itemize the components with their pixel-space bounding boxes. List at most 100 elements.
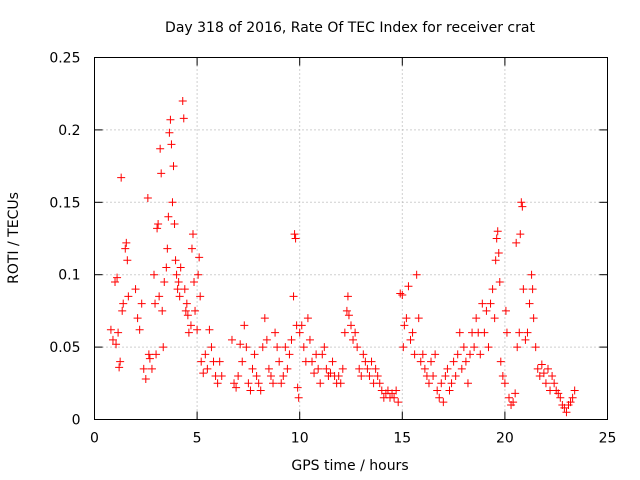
data-point	[256, 386, 265, 395]
x-tick-label: 15	[393, 431, 411, 447]
data-point	[394, 398, 403, 407]
data-point	[275, 357, 284, 366]
y-tick-label: 0.1	[58, 268, 80, 284]
data-point	[455, 328, 464, 337]
data-point	[244, 379, 253, 388]
x-axis-label: GPS time / hours	[291, 458, 408, 474]
data-point	[213, 379, 222, 388]
data-point	[439, 398, 448, 407]
data-point	[289, 292, 298, 301]
data-point	[461, 357, 470, 366]
data-point	[252, 372, 261, 381]
data-point	[548, 372, 557, 381]
data-point	[199, 369, 208, 378]
data-point	[470, 343, 479, 352]
data-point	[141, 374, 150, 383]
data-point	[390, 393, 399, 402]
data-point	[240, 321, 249, 330]
data-point	[367, 357, 376, 366]
data-point	[427, 357, 436, 366]
data-point	[435, 393, 444, 402]
data-point	[217, 372, 226, 381]
data-point	[156, 144, 165, 153]
data-point	[170, 220, 179, 229]
data-point	[114, 328, 123, 337]
data-point	[248, 364, 257, 373]
data-point	[168, 198, 177, 207]
y-tick-label: 0.05	[49, 340, 80, 356]
data-point	[164, 212, 173, 221]
data-point	[443, 364, 452, 373]
data-point	[294, 393, 303, 402]
data-point	[287, 335, 296, 344]
data-point	[570, 386, 579, 395]
data-point	[505, 393, 514, 402]
data-point	[299, 343, 308, 352]
data-point	[406, 335, 415, 344]
data-point	[187, 244, 196, 253]
data-point	[181, 306, 190, 315]
data-point	[318, 350, 327, 359]
data-point	[343, 292, 352, 301]
data-point	[166, 115, 175, 124]
data-point	[119, 299, 128, 308]
data-point	[316, 379, 325, 388]
data-point	[363, 364, 372, 373]
data-point	[279, 372, 288, 381]
data-point	[543, 364, 552, 373]
data-point	[236, 340, 245, 349]
data-point	[122, 238, 131, 247]
data-point	[459, 343, 468, 352]
data-point	[399, 343, 408, 352]
data-point	[414, 314, 423, 323]
data-point	[165, 128, 174, 137]
data-point	[476, 350, 485, 359]
data-point	[137, 299, 146, 308]
data-point	[281, 343, 290, 352]
data-point	[290, 230, 299, 239]
data-point	[186, 321, 195, 330]
data-point	[158, 306, 167, 315]
x-tick-labels: 0 5 10 15 20 25	[90, 431, 616, 447]
data-point	[176, 263, 185, 272]
data-point	[157, 169, 166, 178]
data-point	[518, 202, 527, 211]
data-point	[153, 224, 162, 233]
data-point	[525, 299, 534, 308]
data-point	[513, 343, 522, 352]
data-point	[500, 379, 509, 388]
plot-frame	[94, 57, 608, 420]
data-point	[328, 357, 337, 366]
y-axis-label: ROTI / TECUs	[6, 192, 22, 284]
x-tick-label: 0	[90, 431, 99, 447]
data-point	[238, 357, 247, 366]
data-point	[371, 364, 380, 373]
data-point	[277, 379, 286, 388]
data-point	[528, 285, 537, 294]
data-point	[154, 220, 163, 229]
data-point	[400, 321, 409, 330]
y-tick-label: 0.25	[49, 51, 80, 67]
data-point	[453, 350, 462, 359]
data-point	[111, 277, 120, 286]
data-point	[539, 369, 548, 378]
data-point	[472, 314, 481, 323]
y-tick-label: 0	[72, 413, 81, 429]
data-point	[191, 306, 200, 315]
grid	[94, 57, 608, 420]
axis-ticks	[94, 57, 608, 420]
data-point	[131, 285, 140, 294]
data-point	[429, 372, 438, 381]
data-point	[108, 335, 117, 344]
data-point	[486, 299, 495, 308]
data-point	[484, 343, 493, 352]
data-point	[357, 372, 366, 381]
data-point	[162, 263, 171, 272]
data-point	[392, 386, 401, 395]
y-tick-label: 0.15	[49, 195, 80, 211]
data-point	[511, 389, 520, 398]
data-point	[123, 256, 132, 265]
data-point	[116, 357, 125, 366]
data-point	[173, 285, 182, 294]
data-point	[463, 379, 472, 388]
